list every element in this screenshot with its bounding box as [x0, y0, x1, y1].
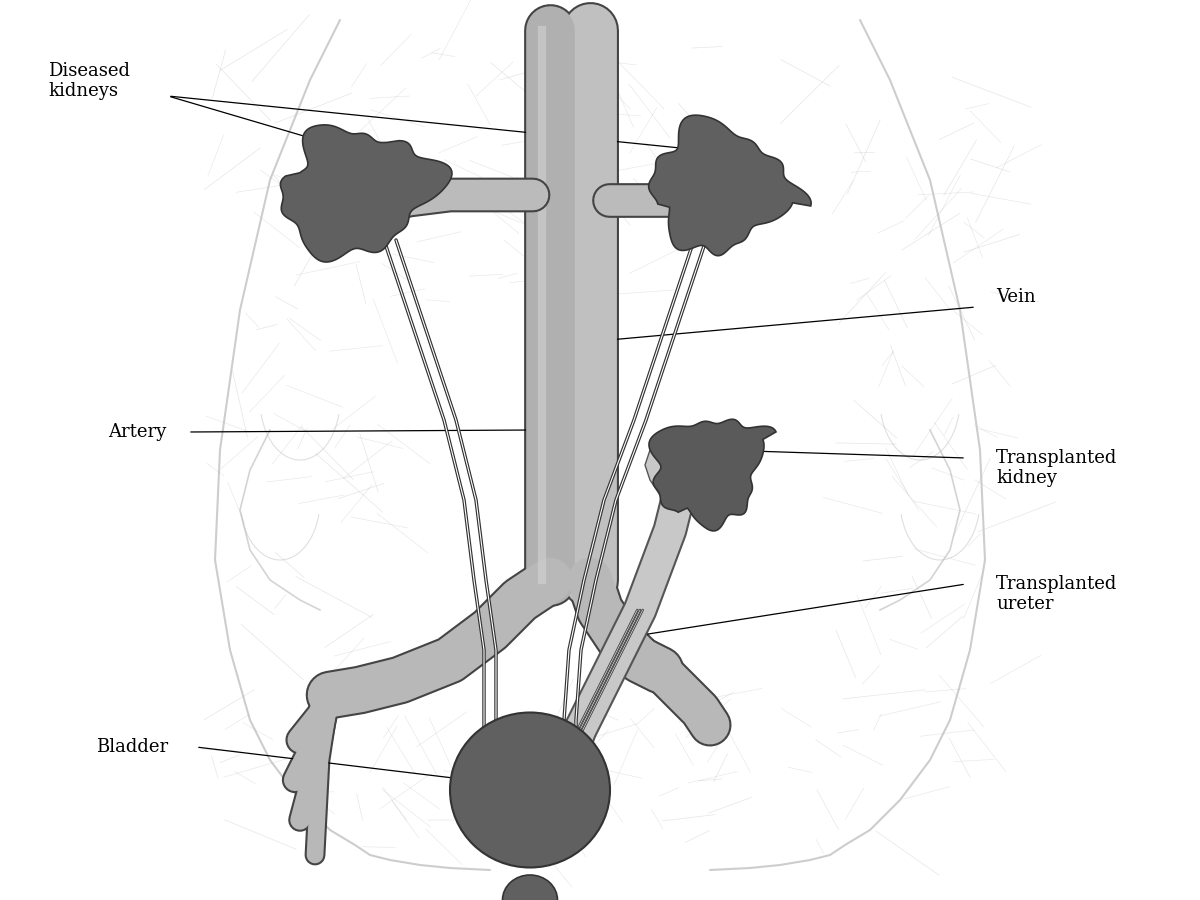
Polygon shape: [649, 419, 776, 531]
Text: Transplanted
ureter: Transplanted ureter: [996, 574, 1117, 614]
Text: Diseased
kidneys: Diseased kidneys: [48, 61, 130, 101]
Text: Artery: Artery: [108, 423, 167, 441]
Polygon shape: [281, 125, 452, 262]
Polygon shape: [649, 115, 811, 256]
Ellipse shape: [503, 875, 558, 900]
Text: Bladder: Bladder: [96, 738, 168, 756]
Text: Vein: Vein: [996, 288, 1036, 306]
Polygon shape: [646, 430, 720, 510]
Ellipse shape: [450, 713, 610, 868]
Text: Transplanted
kidney: Transplanted kidney: [996, 448, 1117, 488]
